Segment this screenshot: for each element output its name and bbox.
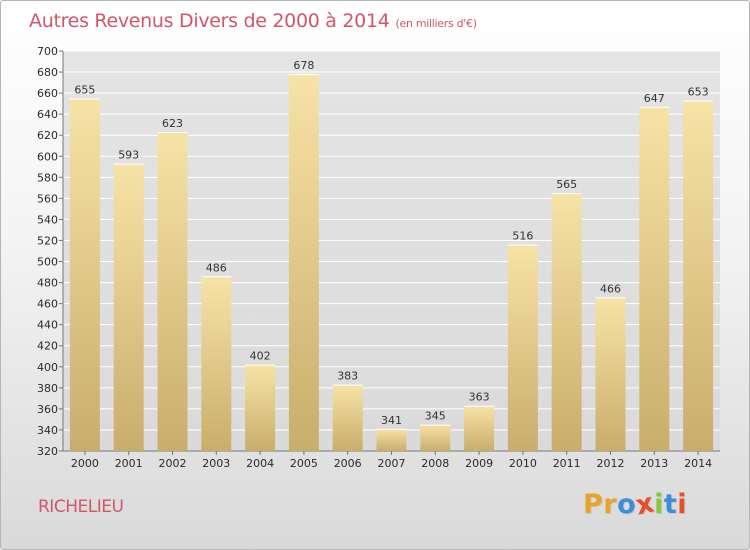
y-tick-label: 420 [37, 340, 58, 353]
title-unit: (en milliers d'€) [395, 17, 477, 30]
bar-value-label: 402 [250, 350, 271, 363]
bar [595, 297, 626, 451]
title-text: Autres Revenus Divers de 2000 à 2014 [29, 10, 390, 32]
bar [113, 163, 144, 451]
bar [288, 74, 319, 451]
y-tick-label: 440 [37, 319, 58, 332]
y-tick-label: 520 [37, 234, 58, 247]
x-tick-label: 2001 [115, 457, 143, 470]
y-tick-label: 340 [37, 424, 58, 437]
y-tick-label: 400 [37, 361, 58, 374]
bar [507, 244, 538, 451]
bar-value-label: 466 [600, 282, 621, 295]
x-tick-label: 2003 [202, 457, 230, 470]
logo-letter: o [617, 489, 637, 520]
bar-value-label: 341 [381, 414, 402, 427]
bar [157, 132, 188, 452]
x-tick-label: 2012 [597, 457, 625, 470]
bar [332, 384, 363, 451]
x-tick-label: 2011 [553, 457, 581, 470]
y-tick-label: 460 [37, 298, 58, 311]
x-tick-label: 2010 [509, 457, 537, 470]
logo-letter: i [677, 489, 688, 520]
bar [245, 364, 276, 451]
bar-value-label: 383 [337, 370, 358, 383]
y-tick-label: 600 [37, 150, 58, 163]
bar [464, 405, 495, 451]
x-tick-label: 2000 [71, 457, 99, 470]
bar [683, 100, 714, 451]
x-tick-label: 2013 [640, 457, 668, 470]
bar-value-label: 623 [162, 117, 183, 130]
logo-letter: r [603, 489, 618, 520]
bar [376, 428, 407, 451]
x-tick-label: 2006 [334, 457, 362, 470]
bar-value-label: 678 [293, 59, 314, 72]
bar-value-label: 653 [688, 85, 709, 98]
x-tick-label: 2002 [159, 457, 187, 470]
bar-value-label: 655 [74, 83, 95, 96]
logo-letter: t [663, 489, 678, 520]
bar-value-label: 363 [469, 391, 490, 404]
bar [201, 276, 232, 451]
bar [69, 98, 100, 452]
x-tick-label: 2009 [465, 457, 493, 470]
bar-value-label: 486 [206, 261, 227, 274]
y-tick-label: 620 [37, 129, 58, 142]
y-tick-label: 560 [37, 192, 58, 205]
place-name: RICHELIEU [38, 497, 124, 517]
bar [639, 106, 670, 451]
y-tick-label: 480 [37, 277, 58, 290]
x-tick-label: 2004 [246, 457, 274, 470]
y-tick-label: 320 [37, 445, 58, 458]
chart-title: Autres Revenus Divers de 2000 à 2014 (en … [29, 10, 477, 32]
y-tick-label: 500 [37, 256, 58, 269]
bar-value-label: 565 [556, 178, 577, 191]
y-tick-label: 380 [37, 382, 58, 395]
bar-value-label: 516 [512, 230, 533, 243]
x-tick-label: 2007 [378, 457, 406, 470]
x-tick-label: 2008 [421, 457, 449, 470]
bar-value-label: 345 [425, 410, 446, 423]
bar-value-label: 593 [118, 149, 139, 162]
y-tick-label: 360 [37, 403, 58, 416]
y-tick-label: 700 [37, 45, 58, 58]
bar [551, 193, 582, 451]
y-tick-label: 660 [37, 87, 58, 100]
y-tick-label: 540 [37, 213, 58, 226]
bar-value-label: 647 [644, 92, 665, 105]
y-tick-label: 640 [37, 108, 58, 121]
proxiti-logo[interactable]: Proxiti [583, 487, 688, 521]
x-tick-label: 2005 [290, 457, 318, 470]
logo-letter: i [654, 489, 664, 520]
x-tick-label: 2014 [684, 457, 712, 470]
y-tick-label: 680 [37, 66, 58, 79]
logo-letter: P [583, 489, 604, 520]
bar [420, 424, 451, 451]
y-tick-label: 580 [37, 171, 58, 184]
